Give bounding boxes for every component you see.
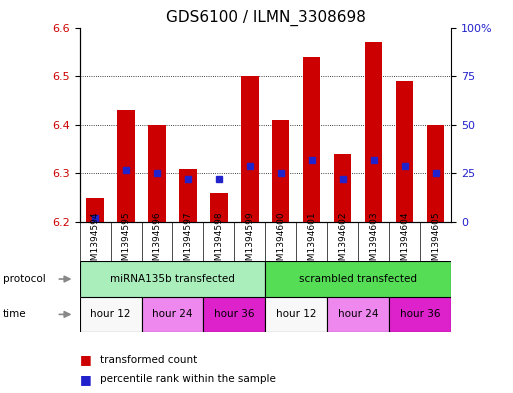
Bar [80,297,142,332]
Bar [272,120,289,222]
Text: GSM1394594: GSM1394594 [90,211,100,272]
Bar [142,297,204,332]
Bar [80,261,265,297]
Bar [204,297,266,332]
Text: GSM1394595: GSM1394595 [122,211,130,272]
Text: GSM1394601: GSM1394601 [307,211,317,272]
Text: transformed count: transformed count [100,354,198,365]
Text: GSM1394599: GSM1394599 [246,211,254,272]
Bar [389,297,451,332]
Text: GSM1394598: GSM1394598 [214,211,224,272]
Text: hour 36: hour 36 [214,309,255,320]
Text: ■: ■ [80,373,91,386]
Text: GSM1394603: GSM1394603 [369,211,379,272]
Bar [148,125,166,222]
Bar [365,42,383,222]
Text: hour 12: hour 12 [276,309,317,320]
Text: hour 36: hour 36 [400,309,441,320]
Text: hour 24: hour 24 [152,309,193,320]
Text: GSM1394600: GSM1394600 [277,211,285,272]
Text: miRNA135b transfected: miRNA135b transfected [110,274,235,284]
Text: protocol: protocol [3,274,45,284]
Bar [117,110,134,222]
Bar [265,297,327,332]
Bar [327,297,389,332]
Text: hour 24: hour 24 [338,309,379,320]
Text: GSM1394602: GSM1394602 [339,211,347,272]
Text: ■: ■ [80,353,91,366]
Text: hour 12: hour 12 [90,309,131,320]
Text: time: time [3,309,26,320]
Bar [397,81,413,222]
Bar [427,125,444,222]
Title: GDS6100 / ILMN_3308698: GDS6100 / ILMN_3308698 [166,10,365,26]
Bar [87,198,104,222]
Bar [180,169,196,222]
Text: GSM1394605: GSM1394605 [431,211,441,272]
Text: GSM1394604: GSM1394604 [401,211,409,272]
Bar [304,57,321,222]
Text: percentile rank within the sample: percentile rank within the sample [100,374,276,384]
Text: GSM1394596: GSM1394596 [152,211,162,272]
Bar [265,261,451,297]
Bar [242,76,259,222]
Bar [210,193,227,222]
Text: scrambled transfected: scrambled transfected [300,274,418,284]
Text: GSM1394597: GSM1394597 [184,211,192,272]
Bar [334,154,351,222]
